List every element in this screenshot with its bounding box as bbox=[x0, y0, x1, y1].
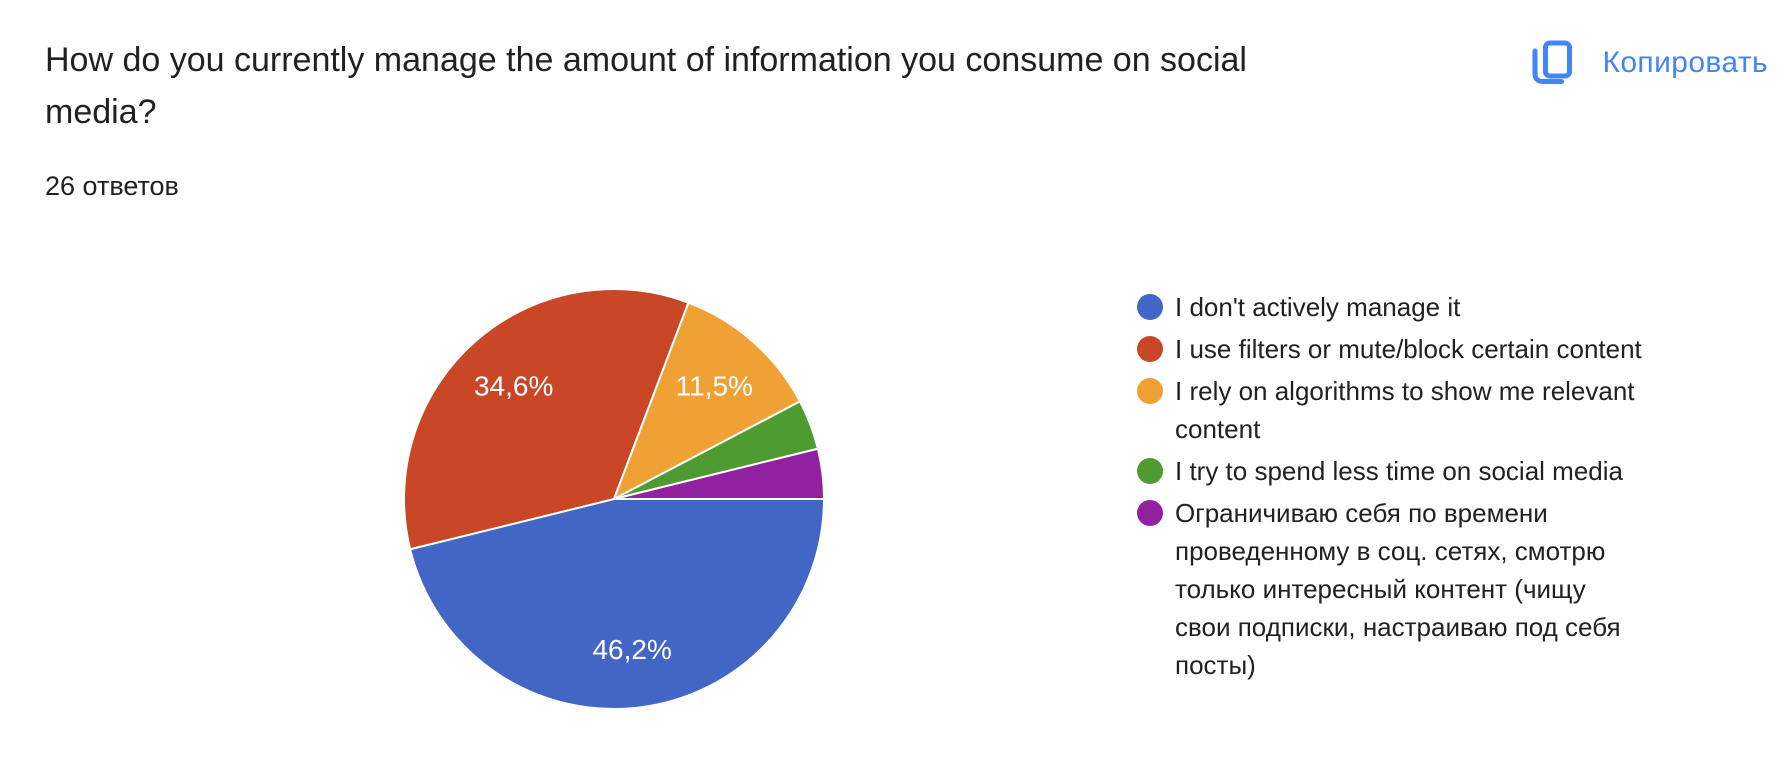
legend-item: Ограничиваю себя по времени проведенному… bbox=[1137, 494, 1757, 684]
legend-item: I try to spend less time on social media bbox=[1137, 452, 1757, 490]
pie-chart: 46,2% 34,6% 11,5% bbox=[403, 288, 825, 710]
pie-slice[interactable] bbox=[403, 288, 690, 551]
legend-item: I use filters or mute/block certain cont… bbox=[1137, 330, 1757, 368]
pie-slice[interactable] bbox=[613, 301, 801, 500]
responses-count: 26 ответов bbox=[45, 171, 179, 201]
legend-item: I don't actively manage it bbox=[1137, 288, 1757, 326]
legend-dot bbox=[1137, 336, 1163, 362]
pie-slice-percent-label: 46,2% bbox=[592, 634, 671, 665]
copy-button[interactable]: Копировать bbox=[1530, 36, 1770, 90]
legend-dot bbox=[1137, 294, 1163, 320]
legend-label: I try to spend less time on social media bbox=[1175, 456, 1623, 486]
pie-slice-percent-label: 11,5% bbox=[676, 371, 753, 402]
page-title: How do you currently manage the amount o… bbox=[45, 41, 1247, 131]
copy-button-label: Копировать bbox=[1602, 46, 1768, 79]
legend-label: Ограничиваю себя по времени проведенному… bbox=[1175, 498, 1621, 680]
legend-dot bbox=[1137, 378, 1163, 404]
legend-label: I use filters or mute/block certain cont… bbox=[1175, 334, 1642, 364]
legend-dot bbox=[1137, 458, 1163, 484]
legend: I don't actively manage it I use filters … bbox=[1137, 288, 1757, 688]
pie-chart-container: 46,2% 34,6% 11,5% bbox=[384, 269, 844, 729]
legend-label: I rely on algorithms to show me relevant… bbox=[1175, 376, 1635, 444]
legend-item: I rely on algorithms to show me relevant… bbox=[1137, 372, 1757, 448]
copy-icon bbox=[1532, 40, 1573, 86]
legend-label: I don't actively manage it bbox=[1175, 292, 1461, 322]
legend-dot bbox=[1137, 500, 1163, 526]
pie-slice[interactable] bbox=[613, 447, 825, 500]
pie-slice[interactable] bbox=[409, 498, 825, 710]
pie-slice-percent-label: 34,6% bbox=[474, 371, 553, 402]
